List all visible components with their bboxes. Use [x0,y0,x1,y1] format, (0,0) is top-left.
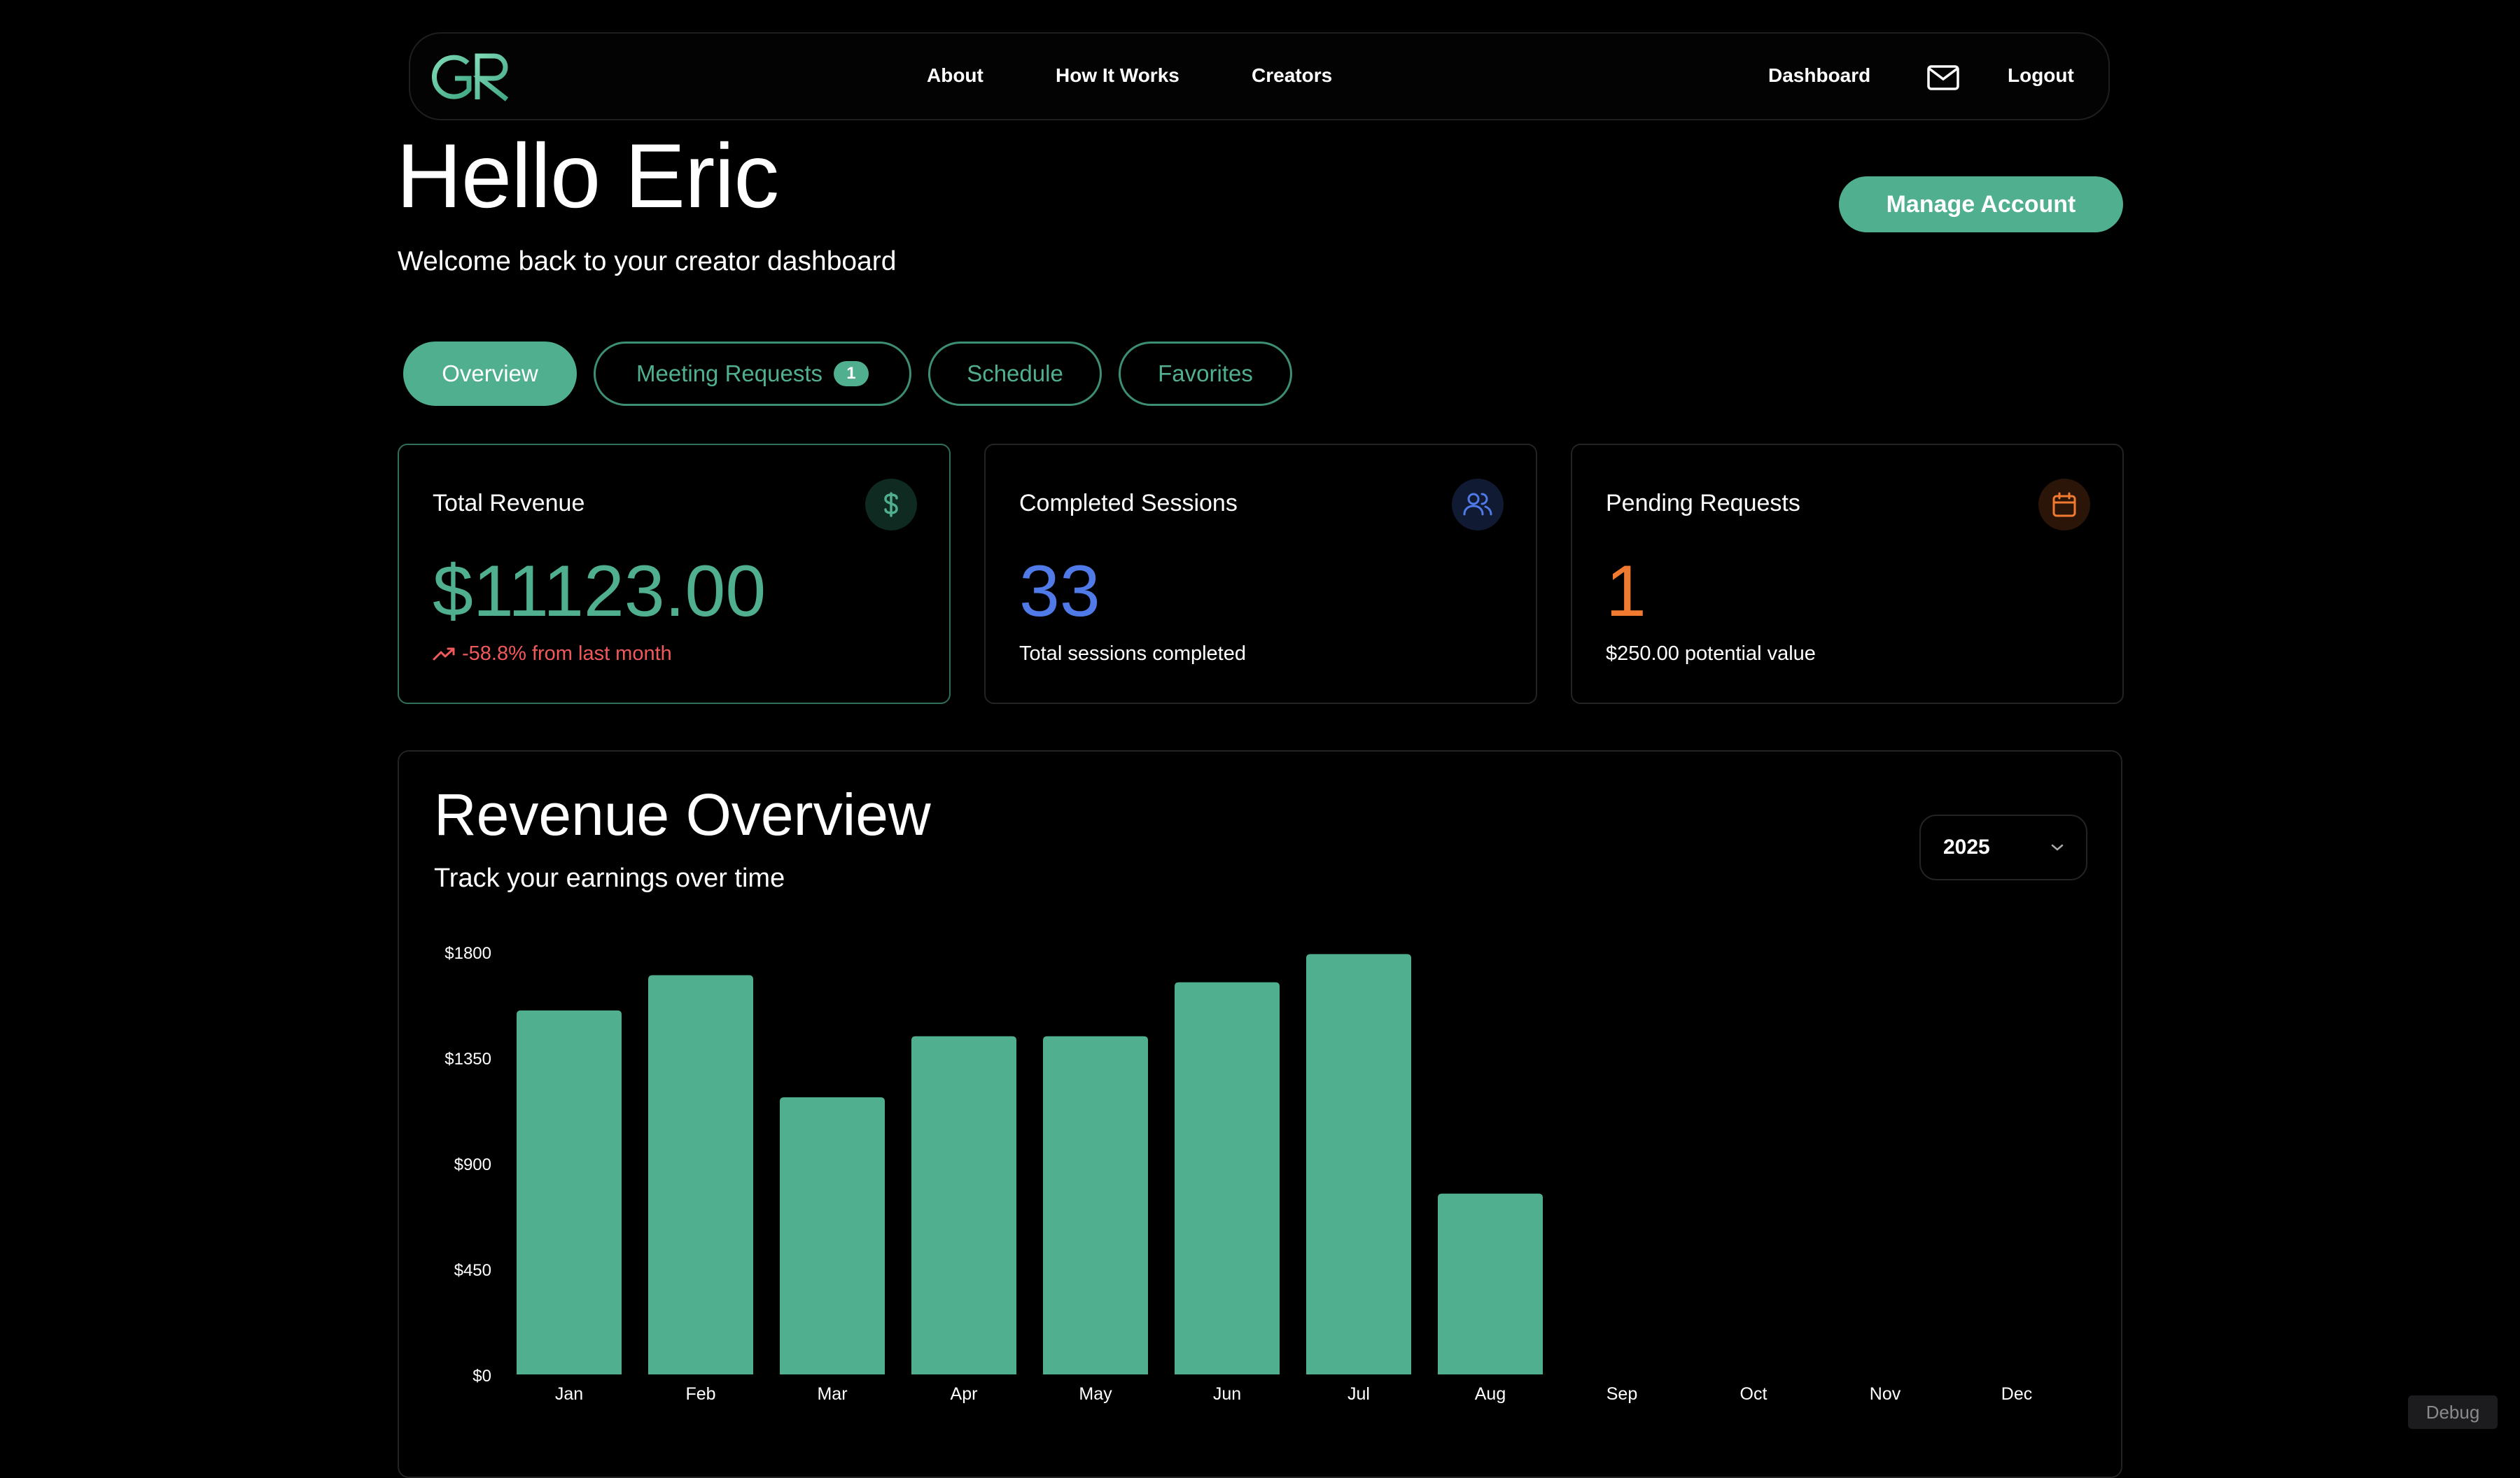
calendar-icon [2038,479,2090,530]
tab-schedule-label: Schedule [967,360,1063,386]
tab-favorites-label: Favorites [1158,360,1253,386]
year-select-value: 2025 [1943,836,1990,859]
revenue-overview-panel: Revenue Overview Track your earnings ove… [398,750,2122,1478]
x-tick-label: Oct [1740,1384,1768,1404]
x-tick-label: Aug [1475,1384,1506,1404]
card-title: Total Revenue [433,490,585,516]
completed-sessions-value: 33 [1019,551,1100,632]
x-tick-label: Sep [1606,1384,1637,1404]
total-revenue-card: Total Revenue $11123.00 -58.8% from last… [398,444,951,704]
x-tick-label: Jul [1348,1384,1370,1404]
tab-meeting-requests-label: Meeting Requests [636,360,822,386]
meeting-requests-badge: 1 [833,361,869,386]
bar-jan[interactable] [517,1010,622,1374]
revenue-subtitle: Track your earnings over time [434,864,785,893]
y-tick-label: $0 [472,1367,491,1386]
x-tick-label: Mar [817,1384,847,1404]
x-tick-label: Jan [555,1384,583,1404]
trend-icon [433,647,455,660]
x-tick-label: Apr [951,1384,978,1404]
nav-link-about[interactable]: About [927,64,983,86]
pending-requests-value: 1 [1606,551,1646,632]
tab-favorites[interactable]: Favorites [1119,342,1292,406]
card-title: Pending Requests [1606,490,1800,516]
x-tick-label: Feb [685,1384,715,1404]
bar-aug[interactable] [1438,1193,1543,1374]
mail-icon[interactable] [1926,64,1960,91]
bar-feb[interactable] [648,975,753,1374]
nav-link-how-it-works[interactable]: How It Works [1056,64,1180,86]
tab-overview[interactable]: Overview [403,342,577,406]
tab-schedule[interactable]: Schedule [928,342,1102,406]
chevron-down-icon [2051,844,2064,851]
top-nav: About How It Works Creators Dashboard Lo… [409,32,2110,120]
card-title: Completed Sessions [1019,490,1238,516]
revenue-title: Revenue Overview [434,782,931,847]
completed-sessions-card: Completed Sessions 33 Total sessions com… [984,444,1537,704]
x-tick-label: Nov [1870,1384,1901,1404]
bar-mar[interactable] [780,1097,885,1374]
page-subtitle: Welcome back to your creator dashboard [398,246,897,276]
pending-requests-caption: $250.00 potential value [1606,642,1816,665]
x-tick-label: May [1079,1384,1112,1404]
nav-link-dashboard[interactable]: Dashboard [1768,64,1871,86]
revenue-change: -58.8% from last month [433,642,672,666]
y-tick-label: $450 [454,1261,491,1280]
y-tick-label: $900 [454,1155,491,1174]
revenue-change-text: -58.8% from last month [462,642,672,665]
users-icon [1452,479,1504,530]
dollar-icon [865,479,917,530]
revenue-bar-chart: $0 $450 $900 $1350 $1800 Jan Feb Mar Apr May Jun Ju… [444,944,2032,1404]
tab-meeting-requests[interactable]: Meeting Requests 1 [594,342,911,406]
gr-logo[interactable] [431,50,514,104]
pending-requests-card: Pending Requests 1 $250.00 potential val… [1571,444,2124,704]
year-select[interactable]: 2025 [1919,815,2087,880]
manage-account-button[interactable]: Manage Account [1839,176,2123,232]
y-tick-label: $1350 [444,1050,491,1069]
page-title: Hello Eric [396,125,779,227]
bar-may[interactable] [1043,1036,1148,1374]
x-tick-label: Dec [2001,1384,2032,1404]
x-tick-label: Jun [1213,1384,1241,1404]
bar-apr[interactable] [911,1036,1016,1374]
nav-link-logout[interactable]: Logout [2008,64,2074,86]
bar-jun[interactable] [1175,982,1280,1374]
completed-sessions-caption: Total sessions completed [1019,642,1246,665]
bar-jul[interactable] [1306,954,1411,1374]
debug-button[interactable]: Debug [2408,1395,2498,1429]
nav-link-creators[interactable]: Creators [1252,64,1333,86]
tab-overview-label: Overview [442,360,538,386]
total-revenue-value: $11123.00 [433,551,766,632]
y-tick-label: $1800 [444,944,491,963]
